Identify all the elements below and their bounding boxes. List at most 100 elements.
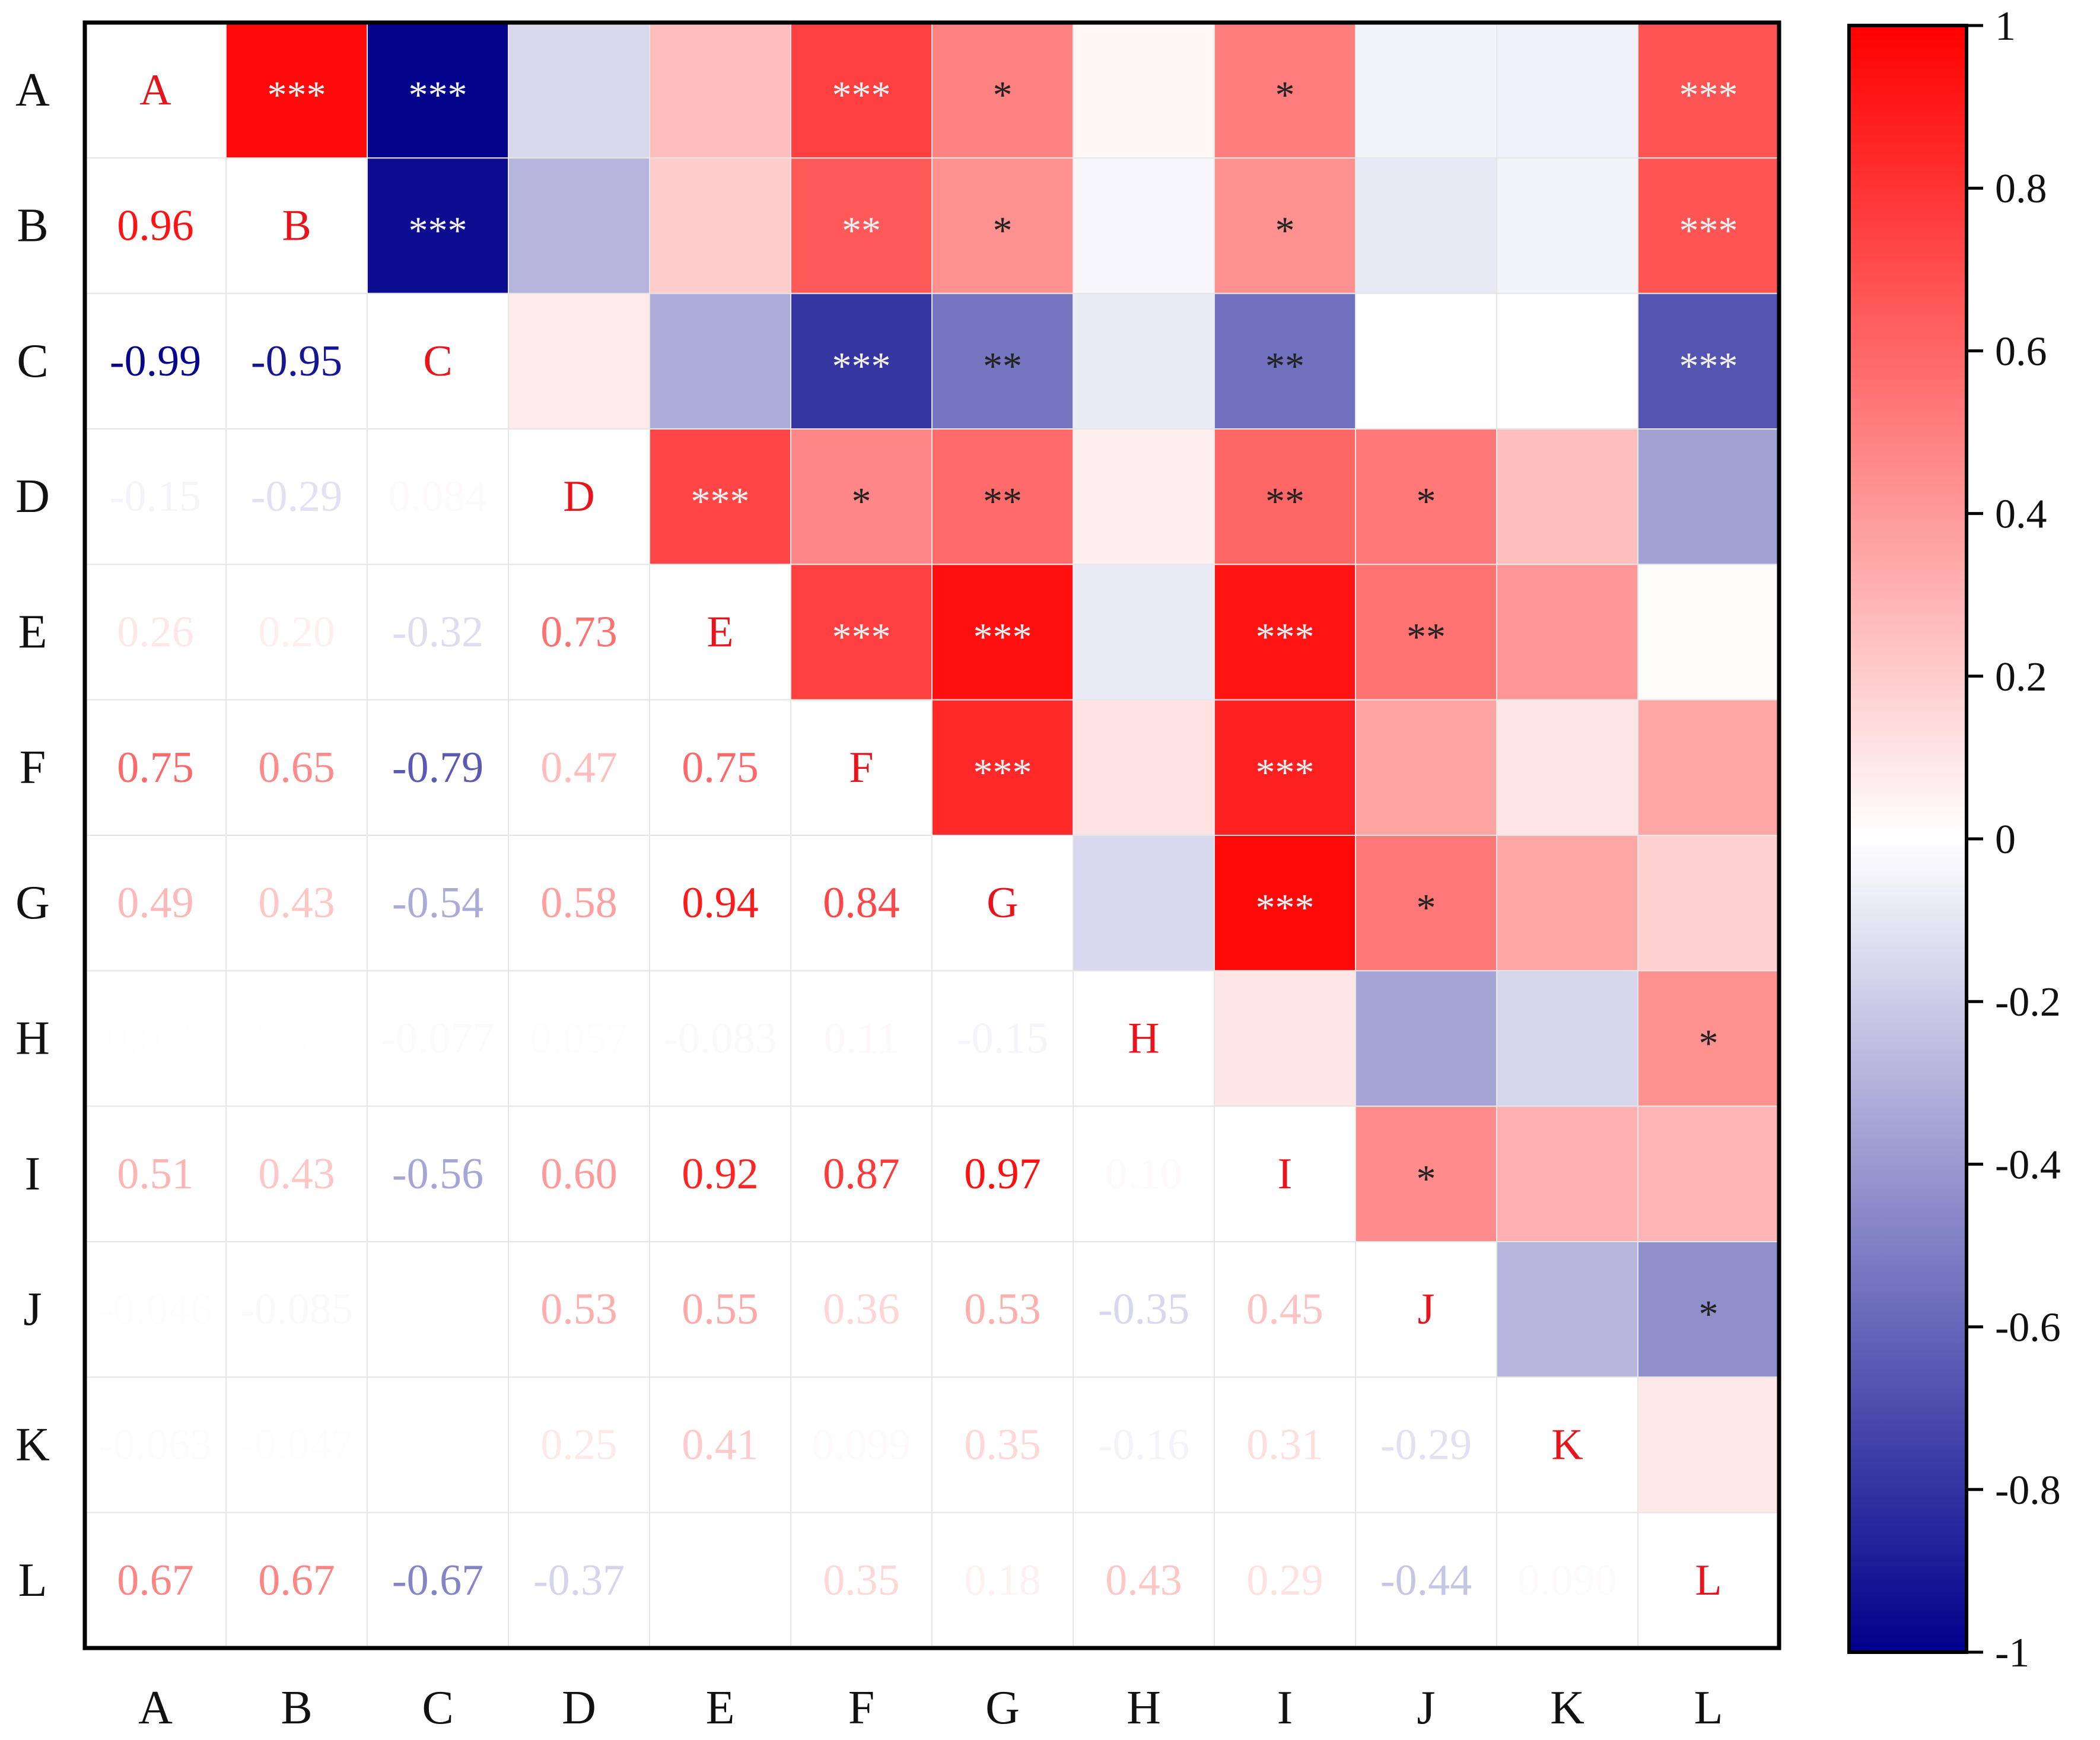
significance-stars: ** <box>1265 480 1304 523</box>
heatmap-cell <box>508 835 650 972</box>
correlation-value-label: 0.31 <box>1246 1421 1323 1469</box>
heatmap-cell <box>1355 564 1497 701</box>
heatmap-cell <box>1496 1241 1638 1378</box>
heatmap-cell <box>649 1512 791 1649</box>
diagonal-variable-label: C <box>423 337 452 386</box>
heatmap-cell <box>367 157 509 294</box>
heatmap-cell <box>1496 835 1638 972</box>
heatmap-cell <box>1214 1512 1356 1649</box>
heatmap-cell <box>931 157 1074 294</box>
diagonal-variable-label: F <box>849 743 873 792</box>
correlation-value-label: -0.35 <box>1098 1285 1189 1334</box>
significance-stars: *** <box>832 74 891 117</box>
diagonal-variable-label: A <box>139 66 171 114</box>
column-axis-labels: A B C D E F G H I J K L <box>138 1682 1723 1734</box>
heatmap-cell <box>1214 428 1356 565</box>
heatmap-cell <box>1355 22 1497 159</box>
correlation-value-label: -0.32 <box>392 608 483 657</box>
heatmap-cell <box>649 22 791 159</box>
correlation-value-label: -0.56 <box>392 1150 483 1198</box>
heatmap-cell <box>1637 1241 1780 1378</box>
colorbar-ticks: 1 0.8 0.6 0.4 0.2 0 -0.2 -0.4 -0.6 -0.8 -1 <box>1967 4 2061 1676</box>
correlation-value-label: 0.35 <box>823 1556 900 1605</box>
correlation-value-label: 0.43 <box>258 1150 335 1198</box>
heatmap-cell <box>790 564 933 701</box>
correlation-value-label: 0.43 <box>258 879 335 927</box>
column-axis-label: A <box>138 1682 173 1734</box>
significance-stars: * <box>993 74 1013 117</box>
diagonal-variable-label: I <box>1278 1150 1293 1198</box>
heatmap-cell <box>84 835 227 972</box>
heatmap-cell <box>84 292 227 430</box>
correlation-value-label: 0.29 <box>1246 1556 1323 1605</box>
heatmap-cell <box>1496 1105 1638 1242</box>
column-axis-label: F <box>848 1682 875 1734</box>
correlation-value-label: -0.29 <box>251 472 342 521</box>
heatmap-cell <box>931 1376 1074 1513</box>
correlation-value-label: 0.75 <box>117 743 194 792</box>
row-axis-label: J <box>23 1283 42 1335</box>
heatmap-cell <box>225 157 368 294</box>
heatmap-cell <box>508 428 650 565</box>
heatmap-cell <box>649 564 791 701</box>
correlation-value-label: -0.67 <box>392 1556 483 1605</box>
correlation-value-label: 0.43 <box>1105 1556 1182 1605</box>
row-axis-label: D <box>15 470 50 523</box>
heatmap-cell <box>508 292 650 430</box>
correlation-value-label: 0.057 <box>530 1014 629 1063</box>
colorbar: 1 0.8 0.6 0.4 0.2 0 -0.2 -0.4 -0.6 -0.8 -1 <box>1847 4 2061 1676</box>
heatmap-cell <box>367 564 509 701</box>
diagonal-variable-label: D <box>563 472 594 521</box>
heatmap-cell <box>790 292 933 430</box>
heatmap-cell <box>931 1105 1074 1242</box>
correlation-value-label: 0.084 <box>389 472 488 521</box>
heatmap-cell <box>1496 970 1638 1107</box>
correlation-value-label: 0.36 <box>823 1285 900 1334</box>
diagonal-variable-label: G <box>987 879 1018 927</box>
colorbar-tick-label: 0.4 <box>1995 492 2047 537</box>
heatmap-cell <box>1496 1512 1638 1649</box>
significance-stars: * <box>1699 1022 1719 1065</box>
significance-stars: ** <box>983 480 1022 523</box>
correlation-value-label: 0.87 <box>823 1150 900 1198</box>
heatmap-cell <box>790 1241 933 1378</box>
significance-stars: * <box>1275 209 1295 253</box>
row-axis-label: K <box>15 1419 50 1471</box>
heatmap-cell <box>367 22 509 159</box>
colorbar-tick-label: -0.8 <box>1995 1468 2061 1513</box>
correlation-value-label: 0.035 <box>106 1014 205 1063</box>
heatmap-cell <box>1496 428 1638 565</box>
correlation-value-label: 0.099 <box>812 1421 911 1469</box>
colorbar-tick-label: 1 <box>1995 4 2016 49</box>
significance-stars: *** <box>409 74 467 117</box>
significance-stars: *** <box>832 345 891 388</box>
column-axis-label: D <box>562 1682 596 1734</box>
heatmap-cell <box>84 1376 227 1513</box>
correlation-value-label: 0.96 <box>117 202 194 250</box>
significance-stars: * <box>1417 1157 1436 1201</box>
correlation-value-label: 0.55 <box>682 1285 759 1334</box>
correlation-value-label: 0.92 <box>682 1150 759 1198</box>
correlation-value-label: 0.51 <box>117 1150 194 1198</box>
row-axis-label: H <box>15 1013 50 1065</box>
correlation-value-label: 0.58 <box>540 879 618 927</box>
heatmap-cell <box>649 1376 791 1513</box>
colorbar-tick-label: -0.4 <box>1995 1142 2061 1188</box>
heatmap-cell <box>84 22 227 159</box>
significance-stars: ** <box>1265 345 1304 388</box>
correlation-value-label: 0.45 <box>1246 1285 1323 1334</box>
correlation-value-label: -0.15 <box>110 472 201 521</box>
correlation-value-label: -0.37 <box>533 1556 625 1605</box>
heatmap-cell <box>1637 1105 1780 1242</box>
correlation-value-label: -0.29 <box>1380 1421 1472 1469</box>
heatmap-cell <box>649 835 791 972</box>
heatmap-cell <box>225 1105 368 1242</box>
correlation-value-label: -0.032 <box>240 1014 353 1063</box>
correlation-value-label: 0.53 <box>540 1285 618 1334</box>
row-axis-label: G <box>15 877 50 929</box>
significance-stars: *** <box>1256 616 1315 659</box>
heatmap-cell <box>1637 428 1780 565</box>
heatmap-cell <box>84 428 227 565</box>
column-axis-label: H <box>1127 1682 1161 1734</box>
